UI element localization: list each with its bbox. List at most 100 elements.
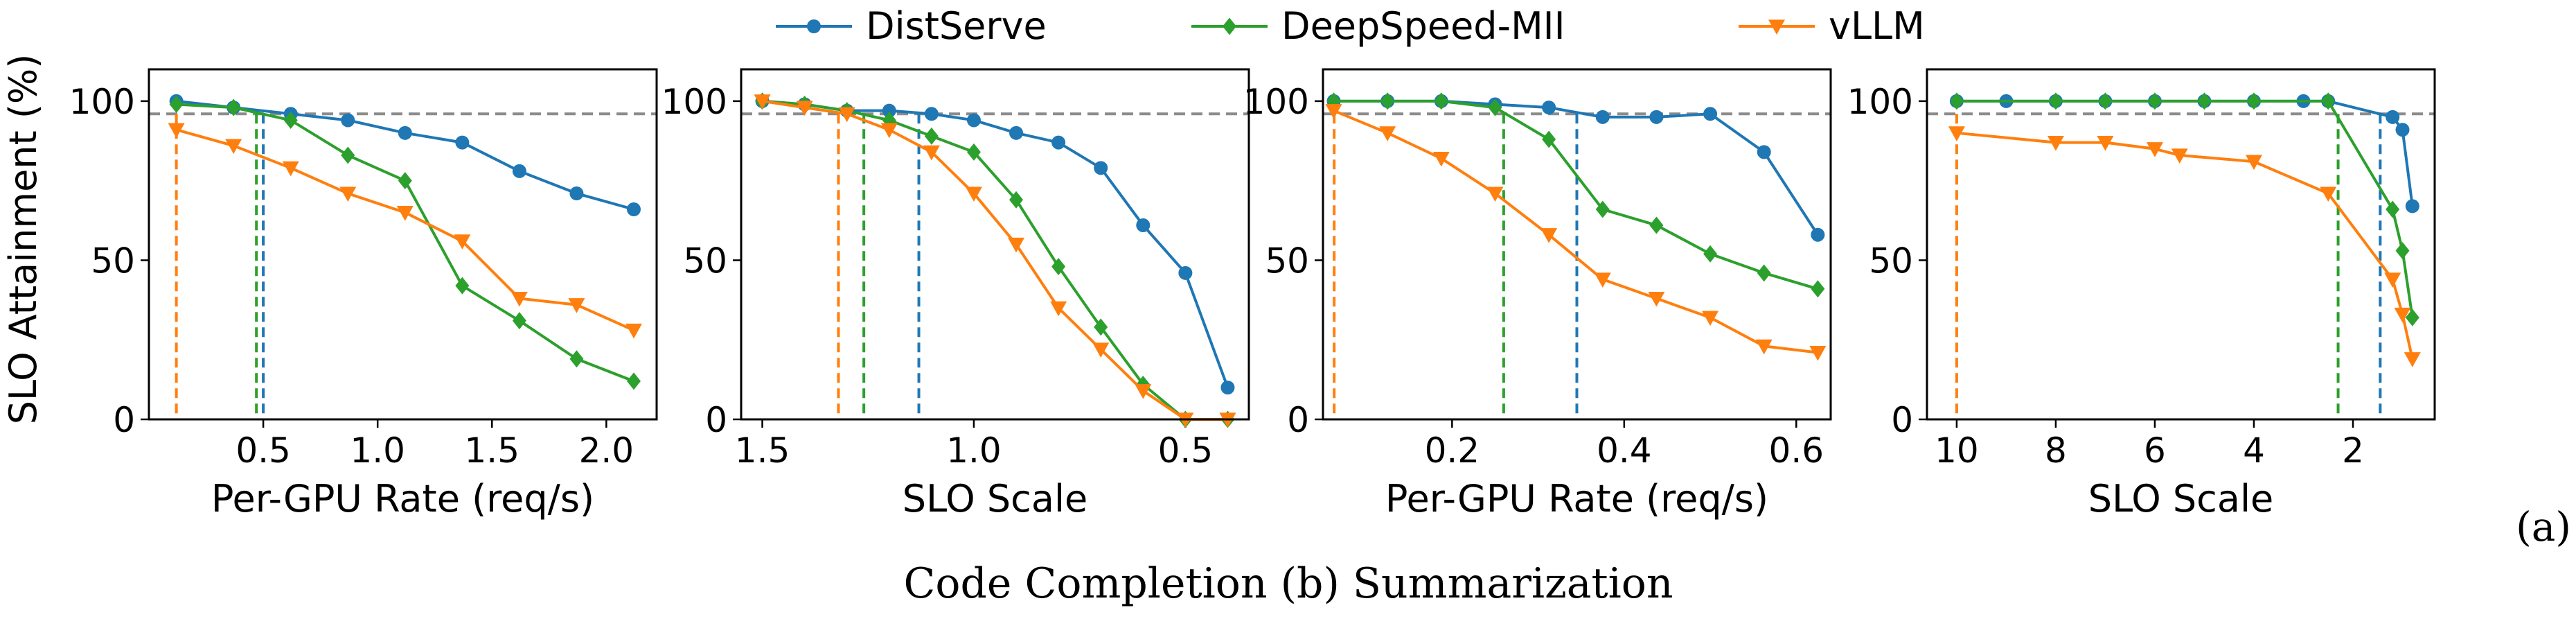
chart-panel-1: 0 50 100 0.5 1.0 1.5 2.0 Per-GPU Rate (req/s) [69, 68, 658, 521]
data-point [1434, 92, 1448, 110]
plot-frame [1926, 68, 2436, 421]
data-point [1325, 104, 1342, 119]
chart-panel-4: 0 50 100 10 8 6 4 2 SLO Scale [1847, 68, 2436, 521]
data-point [1009, 191, 1024, 209]
x-tick-label: 6 [2144, 430, 2166, 471]
data-point [796, 101, 813, 116]
data-point [168, 123, 185, 139]
data-point [924, 107, 939, 121]
data-point [1432, 151, 1450, 167]
data-point [455, 135, 470, 150]
y-tick-label: 50 [91, 241, 135, 281]
x-tick-label: 1.0 [350, 430, 405, 471]
data-point [923, 145, 940, 161]
data-point [2386, 200, 2400, 218]
data-point [924, 127, 939, 145]
data-point [2405, 199, 2419, 213]
figure-caption: Code Completion (b) Summarization [903, 559, 1673, 608]
data-point [2394, 307, 2411, 323]
data-point [1092, 342, 1110, 358]
legend-marker [807, 19, 821, 33]
data-point [2197, 92, 2212, 110]
data-point [1757, 145, 1771, 159]
data-point [1703, 245, 1718, 263]
data-point [1542, 130, 1556, 148]
y-tick-label: 50 [683, 241, 727, 281]
data-point [2404, 352, 2421, 367]
data-point [1094, 161, 1108, 175]
series-deepspeed-mii [1949, 92, 2419, 326]
y-tick-label: 0 [1287, 400, 1309, 440]
data-point [339, 186, 357, 202]
data-point [880, 123, 898, 139]
panel-tag-a: (a) [2516, 503, 2571, 550]
series-vllm [1325, 104, 1827, 361]
series-deepspeed-mii [755, 92, 1235, 428]
data-point [512, 164, 526, 178]
series-vllm [168, 123, 642, 339]
y-tick-label: 0 [705, 400, 727, 440]
plot-frame [148, 68, 658, 421]
legend-item-deepspeed-mii: DeepSpeed-MII [1191, 4, 1565, 48]
data-point [1949, 92, 1964, 110]
chart-panel-2: 0 50 100 1.5 1.0 0.5 SLO Scale [661, 68, 1250, 521]
data-point [396, 205, 414, 221]
data-point [2320, 186, 2337, 202]
data-point [283, 111, 298, 129]
data-point [1948, 126, 1965, 141]
x-tick-label: 2.0 [579, 430, 634, 471]
data-point [2395, 242, 2410, 260]
series-line [762, 99, 1228, 421]
data-point [1486, 186, 1504, 202]
data-point [1595, 110, 1610, 124]
data-point [569, 350, 584, 368]
x-tick-label: 1.5 [735, 430, 790, 471]
y-tick-label: 100 [69, 82, 135, 122]
data-point [169, 96, 184, 113]
data-point [282, 161, 299, 177]
data-point [1009, 125, 1024, 140]
data-point [1595, 200, 1610, 218]
data-point [626, 202, 641, 216]
legend-label: DeepSpeed-MII [1281, 4, 1565, 48]
data-point [2246, 92, 2261, 110]
data-point [455, 277, 470, 295]
data-point [1540, 228, 1558, 243]
x-tick-label: 10 [1935, 430, 1979, 471]
x-tick-label: 0.2 [1425, 430, 1480, 471]
plot-frame [1322, 68, 1832, 421]
data-point [1811, 227, 1825, 242]
series-vllm [754, 94, 1236, 428]
data-point [1380, 92, 1395, 110]
data-point [1755, 339, 1773, 355]
data-point [2321, 92, 2336, 110]
data-point [1094, 318, 1108, 336]
data-point [2047, 135, 2064, 151]
data-point [1809, 345, 1827, 361]
x-tick-label: 0.5 [1158, 430, 1214, 471]
x-axis-label: SLO Scale [903, 477, 1087, 521]
data-point [1051, 258, 1066, 276]
data-point [1135, 384, 1152, 399]
x-tick-label: 1.5 [465, 430, 520, 471]
series-deepspeed-mii [169, 96, 641, 390]
x-axis-label: SLO Scale [2088, 477, 2273, 521]
plot-frame [740, 68, 1250, 421]
data-point [398, 125, 412, 140]
x-tick-label: 0.5 [236, 430, 291, 471]
series-vllm [1948, 126, 2421, 367]
legend-item-distserve: DistServe [776, 4, 1047, 48]
data-point [1703, 107, 1718, 121]
series-line [762, 99, 1228, 421]
series-line [1333, 99, 1818, 290]
series-line [176, 103, 634, 383]
data-point [1220, 381, 1235, 395]
legend-marker [1768, 19, 1785, 35]
data-point [2384, 272, 2401, 288]
data-point [341, 146, 355, 164]
y-tick-label: 100 [1847, 82, 1913, 122]
data-point [1757, 264, 1771, 282]
data-point [1702, 311, 1719, 326]
